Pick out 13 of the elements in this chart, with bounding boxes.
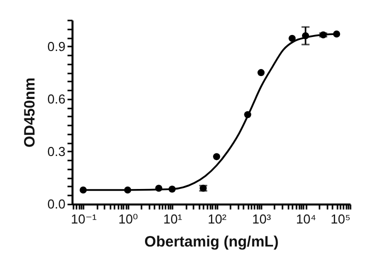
y-tick-label: 0.0 [47, 196, 66, 212]
y-tick-label: 0.3 [47, 144, 66, 159]
x-axis-title: Obertamig (ng/mL) [144, 234, 279, 250]
x-tick-label: 10⁻¹ [70, 212, 98, 226]
x-tick-label: 10⁵ [330, 212, 350, 226]
x-tick-label: 10² [208, 212, 228, 226]
x-tick-label: 10¹ [163, 212, 183, 226]
x-tick-label: 10³ [252, 212, 272, 226]
y-axis-title: OD450nm [21, 77, 38, 148]
x-tick-label: 10⁴ [296, 212, 316, 226]
y-tick-label: 0.9 [47, 38, 66, 54]
y-tick-label: 0.6 [47, 91, 66, 106]
x-tick-label: 10⁰ [118, 212, 138, 226]
